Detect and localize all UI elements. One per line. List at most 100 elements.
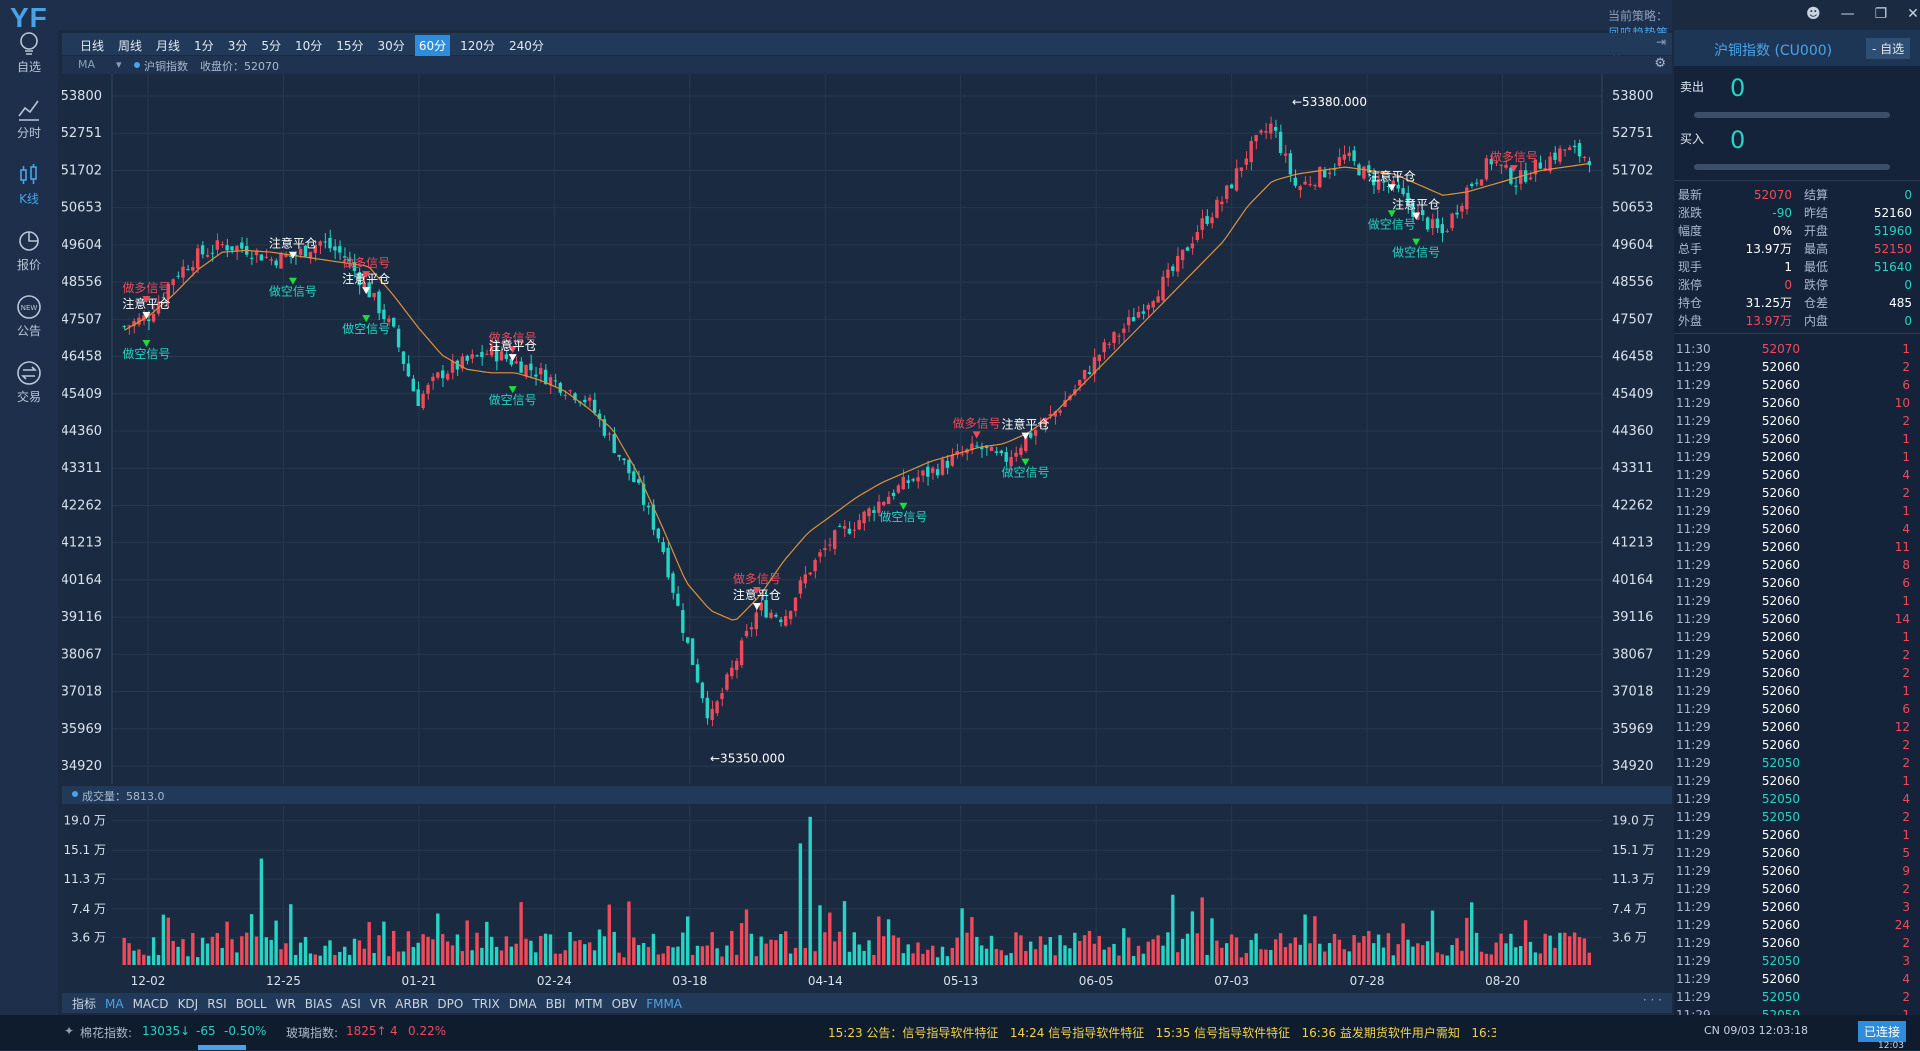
timeframe-5[interactable]: 5分 [261,39,281,53]
indicator-asi[interactable]: ASI [341,997,361,1011]
indicator-obv[interactable]: OBV [611,997,638,1011]
indicator-kdj[interactable]: KDJ [177,997,199,1011]
timeframe-1[interactable]: 周线 [118,39,143,53]
indicator-mtm[interactable]: MTM [574,997,603,1011]
candle-body [1082,369,1087,380]
tick-price: 52060 [1761,648,1800,662]
volume-bar [754,956,758,965]
indicator-指标[interactable]: 指标 [72,997,97,1011]
user-icon[interactable]: ☻ [1806,6,1821,22]
volume-bar [1097,935,1101,965]
volume-bar [970,917,974,965]
indicator-trix[interactable]: TRIX [472,997,500,1011]
tick-price: 52060 [1761,828,1800,842]
field-value: 0 [1784,278,1792,292]
indicator-fmma[interactable]: FMMA [646,997,683,1011]
signal-label: 注意平仓 [733,587,781,602]
nav-item-5[interactable]: 交易 [0,360,58,405]
volume-bar [470,950,474,965]
restore-icon[interactable]: ❐ [1874,6,1888,22]
volume-bar [686,916,690,965]
indicator-rsi[interactable]: RSI [207,997,227,1011]
indicator-wr[interactable]: WR [275,997,296,1011]
nav-item-2[interactable]: K线 [0,162,58,207]
indicator-dma[interactable]: DMA [508,997,537,1011]
signal-label: 做多信号 [342,255,390,270]
indicator-vr[interactable]: VR [369,997,387,1011]
volume-bar [622,957,626,965]
indicator-arbr[interactable]: ARBR [395,997,429,1011]
high-annotation: ←53380.000 [1292,95,1367,109]
timeframe-8[interactable]: 30分 [377,39,405,53]
volume-bar [950,947,954,965]
indicator-ma[interactable]: MA [105,997,124,1011]
timeframe-2[interactable]: 月线 [156,39,181,53]
volume-bar [715,948,719,965]
more-icon[interactable]: · · · [1642,993,1662,1007]
nav-item-1[interactable]: 分时 [0,96,58,141]
news-ticker[interactable]: 15:23 公告：信号指导软件特征 14:24 信号指导软件特征 15:35 信… [828,1026,1496,1040]
candle-body [372,292,376,298]
candle-body [710,708,714,721]
candle-body [1465,187,1469,210]
timeframe-4[interactable]: 3分 [227,39,248,53]
timeframe-7[interactable]: 15分 [336,39,364,53]
timeframe-6[interactable]: 10分 [294,39,323,53]
volume-bar [1112,943,1116,965]
tick-time: 11:29 [1676,504,1711,518]
field-value: 52150 [1873,242,1912,256]
volume-bar [1504,943,1508,965]
candle-body [1391,180,1395,186]
minimize-icon[interactable]: — [1840,6,1855,22]
volume-bar [382,921,386,965]
volume-bar [735,954,739,965]
collapse-icon[interactable]: ⇥ [1655,35,1666,49]
connected-button[interactable]: 已连接 [1858,1021,1907,1042]
tick-volume: 4 [1902,468,1910,482]
close-icon[interactable]: ✕ [1907,6,1919,22]
x-tick-label: 04-14 [808,974,843,988]
ma-selector[interactable]: MA [78,58,96,71]
indicator-macd[interactable]: MACD [132,997,169,1011]
nav-item-3[interactable]: 报价 [0,228,58,273]
timeframe-3[interactable]: 1分 [194,39,214,53]
volume-bar [945,956,950,965]
nav-item-0[interactable]: 自选 [0,30,58,75]
tick-time: 11:29 [1676,486,1711,500]
candle-body [641,483,646,505]
timeframe-11[interactable]: 240分 [509,39,544,53]
candle-body [1421,210,1425,216]
volume-bar [245,932,249,965]
indicator-dpo[interactable]: DPO [437,997,464,1011]
timeframe-9[interactable]: 60分 [414,35,451,56]
volume-bar [1127,937,1131,965]
volume-bar [774,940,778,965]
tick-volume: 1 [1902,774,1910,788]
indicator-boll[interactable]: BOLL [235,997,267,1011]
candle-body [823,548,827,551]
timeframe-10[interactable]: 120分 [460,39,495,53]
field-label: 最新 [1678,188,1703,202]
signal-arrow-icon [1412,212,1421,220]
volume-bar [318,955,322,965]
volume-chart[interactable]: 19.0 万 19.0 万 15.1 万 15.1 万 11.3 万 11.3 万 7.4 … [62,805,1672,990]
x-tick-label: 12-25 [266,974,301,988]
tick-list[interactable]: 11:30 52070 1 11:29 52060 2 11:29 52060 6 11:29 52… [1676,340,1916,1024]
field-label: 涨停 [1678,278,1703,292]
candle-body [886,496,891,505]
volume-bar [926,949,930,965]
candlestick-chart[interactable]: 53800 53800 52751 52751 51702 51702 50653 50653… [62,74,1672,784]
nav-item-4[interactable]: NEW 公告 [0,294,58,339]
candle-body [1563,149,1567,151]
candle-body [1450,213,1454,229]
timeframe-0[interactable]: 日线 [80,39,105,53]
indicator-bias[interactable]: BIAS [304,997,333,1011]
remove-watchlist-button[interactable]: - 自选 [1866,38,1911,59]
tick-price: 52060 [1761,666,1800,680]
gear-icon[interactable]: ⚙ [1654,56,1666,71]
candle-body [1029,432,1033,438]
indicator-bbi[interactable]: BBI [545,997,566,1011]
dropdown-arrow-icon[interactable]: ▾ [116,58,122,71]
field-value: 0% [1772,224,1792,238]
candle-body [1577,143,1582,157]
